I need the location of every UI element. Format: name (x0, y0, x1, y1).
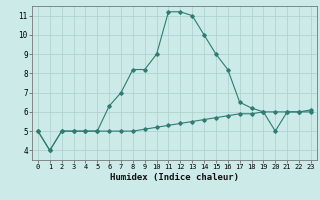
X-axis label: Humidex (Indice chaleur): Humidex (Indice chaleur) (110, 173, 239, 182)
